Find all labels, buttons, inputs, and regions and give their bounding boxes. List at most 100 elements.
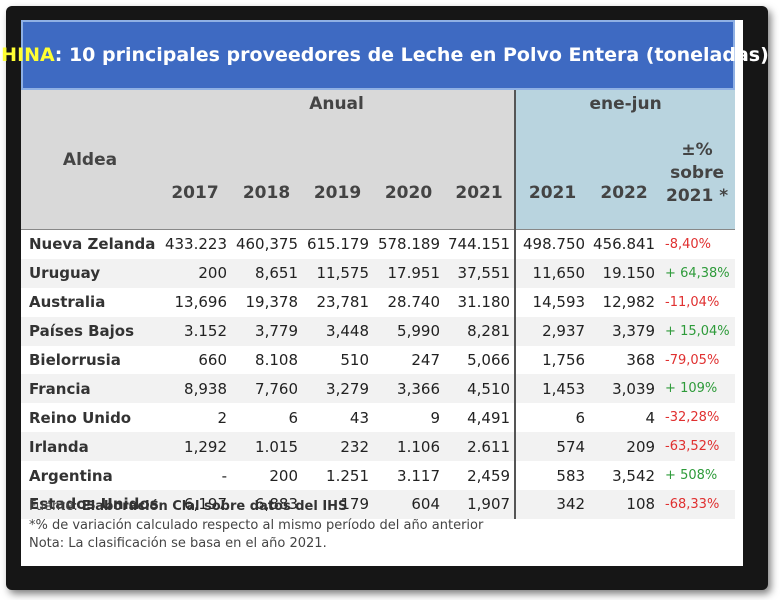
- pct-change-cell: -8,40%: [659, 228, 736, 259]
- source-note: Fuente: Elaboración Clal sobre datos del…: [29, 498, 735, 517]
- pct-change-cell: -11,04%: [659, 287, 736, 317]
- semester-value-cell: 3,542: [589, 461, 660, 491]
- annual-value-cell: 6,197: [159, 490, 231, 519]
- header-year: 2021: [444, 117, 516, 230]
- annual-value-cell: 6: [231, 403, 302, 433]
- country-cell: Países Bajos: [21, 316, 159, 346]
- variation-note: *% de variación calculado respecto al mi…: [29, 517, 484, 533]
- semester-value-cell: 3,379: [589, 316, 660, 346]
- country-cell: Uruguay: [21, 258, 159, 288]
- annual-value-cell: 3,448: [302, 316, 373, 346]
- semester-value-cell: 108: [589, 490, 660, 519]
- country-cell: Francia: [21, 374, 159, 404]
- annual-value-cell: -: [159, 461, 231, 491]
- semester-value-cell: 583: [514, 461, 590, 491]
- semester-value-cell: 11,650: [514, 258, 590, 288]
- annual-value-cell: 1,292: [159, 432, 231, 462]
- table-row: Bielorrusia 660 8.108 510 247 5,066 1,756 368 -7…: [21, 345, 736, 375]
- annual-value-cell: 200: [231, 461, 302, 491]
- pct-change-cell: -79,05%: [659, 345, 736, 375]
- annual-value-cell: 4,491: [444, 403, 516, 433]
- annual-value-cell: 9: [373, 403, 444, 433]
- annual-value-cell: 8.108: [231, 345, 302, 375]
- annual-value-cell: 660: [159, 345, 231, 375]
- annual-value-cell: 3,779: [231, 316, 302, 346]
- header-aldea: Aldea: [21, 90, 159, 230]
- table-row: Francia 8,938 7,760 3,279 3,366 4,510 1,453 3,0…: [21, 374, 736, 404]
- header-year: 2020: [373, 117, 444, 230]
- annual-value-cell: 200: [159, 258, 231, 288]
- semester-value-cell: 368: [589, 345, 660, 375]
- annual-value-cell: 13,696: [159, 287, 231, 317]
- annual-value-cell: 179: [302, 490, 373, 519]
- annual-value-cell: 2: [159, 403, 231, 433]
- title-bar: CHINA: 10 principales proveedores de Lec…: [0, 20, 769, 90]
- table-row: Australia 13,696 19,378 23,781 28.740 31.180 1…: [21, 287, 736, 317]
- header-pct-line: ±%: [681, 139, 713, 160]
- table-row: Países Bajos 3.152 3,779 3,448 5,990 8,281 2,9…: [21, 316, 736, 346]
- country-cell: Australia: [21, 287, 159, 317]
- semester-value-cell: 456.841: [589, 228, 660, 259]
- pct-change-cell: -32,28%: [659, 403, 736, 433]
- semester-value-cell: 4: [589, 403, 660, 433]
- header-pct-line: 2021 *: [666, 185, 729, 206]
- annual-value-cell: 1.015: [231, 432, 302, 462]
- table-body: Nueva Zelanda 433.223 460,375 615.179 578.18…: [21, 228, 736, 519]
- table-row: Estados Unidos 6,197 6,883 179 604 1,907 342 10…: [21, 490, 736, 519]
- semester-value-cell: 12,982: [589, 287, 660, 317]
- annual-value-cell: 3,279: [302, 374, 373, 404]
- annual-value-cell: 7,760: [231, 374, 302, 404]
- annual-value-cell: 8,938: [159, 374, 231, 404]
- pct-change-cell: + 64,38%: [659, 258, 736, 288]
- pct-change-cell: + 109%: [659, 374, 736, 404]
- semester-value-cell: 498.750: [514, 228, 590, 259]
- header-pct-change: ±% sobre 2021 *: [659, 117, 736, 230]
- header-semester: ene-jun: [514, 90, 736, 117]
- table-row: Argentina -200 1.251 3.117 2,459 583 3,542 + 50…: [21, 461, 736, 491]
- semester-value-cell: 1,756: [514, 345, 590, 375]
- header-semester-year: 2022: [589, 117, 660, 230]
- header-year: 2018: [231, 117, 302, 230]
- annual-value-cell: 460,375: [231, 228, 302, 259]
- header-semester-year: 2021: [514, 117, 590, 230]
- title-text: : 10 principales proveedores de Leche en…: [54, 44, 769, 66]
- source-prefix: Fuente:: [29, 499, 82, 514]
- table-row: Uruguay 200 8,651 11,575 17.951 37,551 11,650 1…: [21, 258, 736, 288]
- suppliers-table: Aldea Anual ene-jun 2017 2018 2019 2020 …: [21, 90, 736, 519]
- header-anual: Anual: [159, 90, 516, 117]
- table-row: Irlanda 1,292 1.015 232 1.106 2.611 574 209 -63,…: [21, 432, 736, 462]
- annual-value-cell: 232: [302, 432, 373, 462]
- annual-value-cell: 4,510: [444, 374, 516, 404]
- annual-value-cell: 5,990: [373, 316, 444, 346]
- pct-change-cell: -68,33%: [659, 490, 736, 519]
- annual-value-cell: 1.251: [302, 461, 373, 491]
- pct-change-cell: + 508%: [659, 461, 736, 491]
- annual-value-cell: 744.151: [444, 228, 516, 259]
- annual-value-cell: 6,883: [231, 490, 302, 519]
- semester-value-cell: 1,453: [514, 374, 590, 404]
- annual-value-cell: 8,281: [444, 316, 516, 346]
- table-row: Nueva Zelanda 433.223 460,375 615.179 578.18…: [21, 228, 736, 259]
- semester-value-cell: 14,593: [514, 287, 590, 317]
- header-pct-line: sobre: [670, 162, 724, 183]
- footnotes: Fuente: Elaboración Clal sobre datos del…: [29, 498, 735, 554]
- annual-value-cell: 8,651: [231, 258, 302, 288]
- country-cell: Reino Unido: [21, 403, 159, 433]
- semester-value-cell: 3,039: [589, 374, 660, 404]
- annual-value-cell: 247: [373, 345, 444, 375]
- annual-value-cell: 3.152: [159, 316, 231, 346]
- country-cell: Estados Unidos: [21, 490, 159, 519]
- annual-value-cell: 2,459: [444, 461, 516, 491]
- semester-value-cell: 209: [589, 432, 660, 462]
- annual-value-cell: 5,066: [444, 345, 516, 375]
- country-cell: Argentina: [21, 461, 159, 491]
- annual-value-cell: 604: [373, 490, 444, 519]
- semester-value-cell: 2,937: [514, 316, 590, 346]
- table-row: Reino Unido 2 6 43 9 4,491 6 4 -32,28%: [21, 403, 736, 433]
- country-cell: Nueva Zelanda: [21, 228, 159, 259]
- semester-value-cell: 342: [514, 490, 590, 519]
- title-country: CHINA: [0, 44, 55, 66]
- annual-value-cell: 28.740: [373, 287, 444, 317]
- annual-value-cell: 578.189: [373, 228, 444, 259]
- pct-change-cell: + 15,04%: [659, 316, 736, 346]
